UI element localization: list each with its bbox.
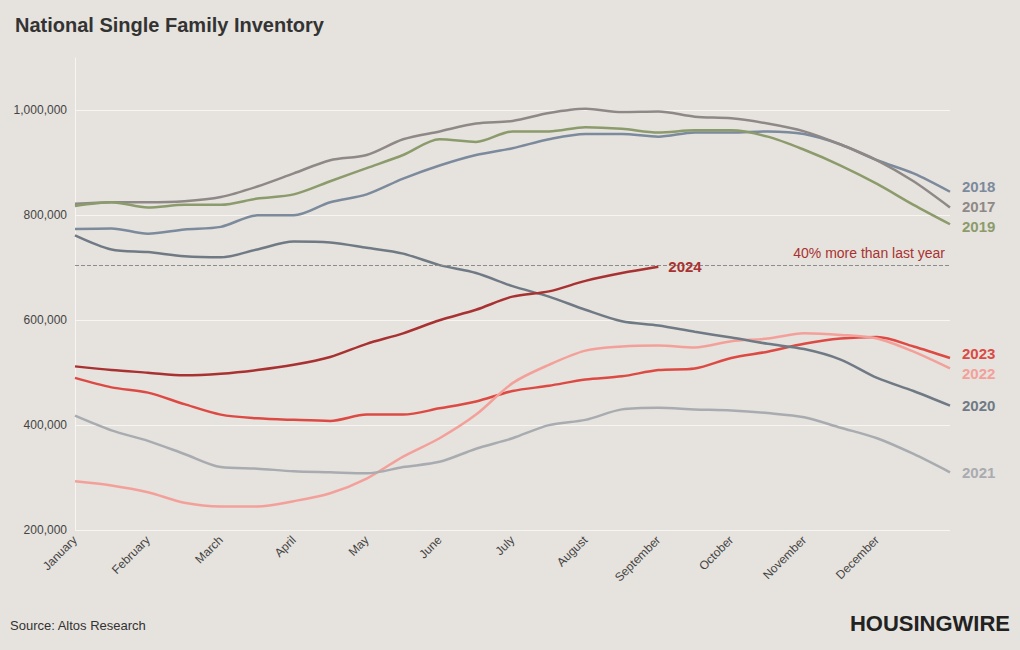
svg-text:HOUSINGWIRE: HOUSINGWIRE xyxy=(850,611,1010,636)
svg-text:October: October xyxy=(696,533,736,573)
svg-text:June: June xyxy=(416,533,445,562)
svg-text:2021: 2021 xyxy=(962,464,995,481)
svg-text:February: February xyxy=(109,533,153,577)
svg-text:2019: 2019 xyxy=(962,218,995,235)
svg-text:January: January xyxy=(40,533,80,573)
svg-text:July: July xyxy=(492,533,517,558)
svg-text:2017: 2017 xyxy=(962,198,995,215)
svg-text:April: April xyxy=(272,533,299,560)
svg-text:2018: 2018 xyxy=(962,178,995,195)
svg-text:August: August xyxy=(554,533,591,570)
svg-text:September: September xyxy=(612,533,663,584)
svg-text:40% more than last year: 40% more than last year xyxy=(793,245,945,261)
svg-text:May: May xyxy=(346,533,372,559)
svg-text:1,000,000: 1,000,000 xyxy=(14,103,68,117)
svg-text:2022: 2022 xyxy=(962,365,995,382)
svg-text:Source: Altos Research: Source: Altos Research xyxy=(10,618,146,633)
svg-text:November: November xyxy=(760,533,809,582)
svg-text:2020: 2020 xyxy=(962,397,995,414)
svg-text:December: December xyxy=(833,533,882,582)
svg-text:600,000: 600,000 xyxy=(24,313,68,327)
svg-text:2023: 2023 xyxy=(962,345,995,362)
svg-text:400,000: 400,000 xyxy=(24,418,68,432)
svg-text:March: March xyxy=(192,533,225,566)
svg-text:200,000: 200,000 xyxy=(24,523,68,537)
svg-text:2024: 2024 xyxy=(668,258,702,275)
svg-text:National Single Family Invento: National Single Family Inventory xyxy=(15,14,325,36)
svg-text:800,000: 800,000 xyxy=(24,208,68,222)
